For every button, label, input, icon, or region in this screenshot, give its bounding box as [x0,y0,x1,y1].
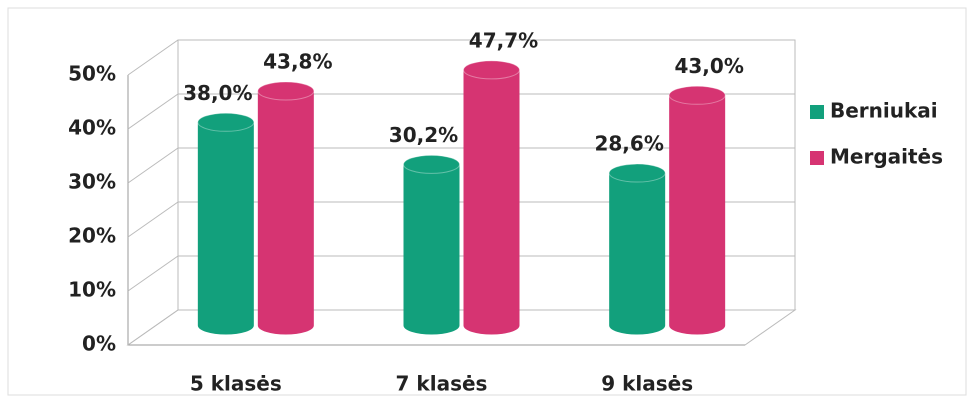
legend-label: Berniukai [830,99,938,123]
cylinder-top [608,163,666,183]
grid-line [127,255,795,292]
cylinder [403,164,460,335]
cylinder-top [403,154,460,174]
cylinder [463,69,520,335]
grid-line [127,309,795,346]
cylinder [257,90,314,335]
y-tick-label: 40% [68,116,116,140]
y-tick-label: 30% [68,170,116,194]
data-label: 38,0% [183,81,252,105]
data-label: 43,0% [674,54,743,78]
cylinder-top [197,112,255,132]
grid-line [127,147,795,184]
cylinder [197,122,254,335]
y-tick-label: 10% [68,278,116,302]
grid-line [127,93,795,130]
cylinder [669,95,726,335]
data-label: 43,8% [263,49,332,73]
legend-label: Mergaitės [830,145,943,169]
x-tick-label: 5 klasės [190,372,282,396]
legend-swatch [810,105,824,119]
legend-swatch [810,151,824,165]
cylinder-top [257,81,315,101]
data-label: 47,7% [469,28,538,52]
y-tick-label: 50% [68,62,116,86]
cylinder [609,173,666,335]
cylinder-top [463,60,520,80]
x-tick-label: 9 klasės [601,372,693,396]
y-tick-label: 0% [82,332,116,356]
x-tick-label: 7 klasės [396,372,488,396]
cylinder-top [668,85,726,105]
data-label: 30,2% [389,123,458,147]
grid-line [127,201,795,238]
y-tick-label: 20% [68,224,116,248]
data-label: 28,6% [594,132,663,156]
grid-line [127,39,795,76]
